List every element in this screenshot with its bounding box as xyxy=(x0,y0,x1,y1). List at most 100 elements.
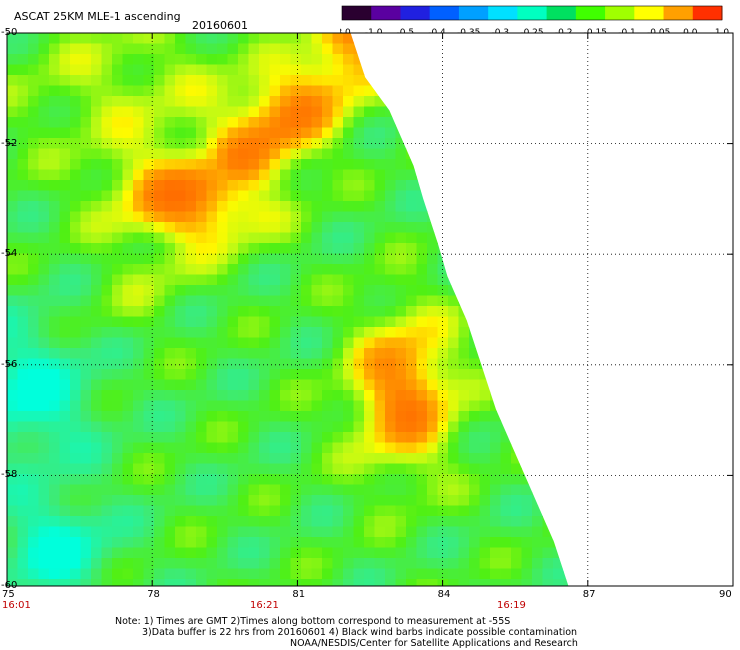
wind-cell xyxy=(175,421,186,433)
wind-cell xyxy=(500,547,512,559)
wind-cell xyxy=(353,274,365,286)
wind-cell xyxy=(101,106,113,118)
wind-cell xyxy=(406,558,417,569)
wind-cell xyxy=(70,537,81,548)
wind-cell xyxy=(227,390,239,401)
wind-cell xyxy=(7,558,18,569)
wind-cell xyxy=(332,316,344,328)
wind-cell xyxy=(353,316,365,328)
wind-cell xyxy=(217,43,228,55)
wind-cell xyxy=(227,463,239,475)
wind-cell xyxy=(175,579,186,586)
wind-cell xyxy=(49,453,60,464)
wind-cell xyxy=(175,33,186,44)
wind-cell xyxy=(227,159,239,170)
wind-cell xyxy=(143,537,155,548)
wind-cell xyxy=(280,442,291,454)
wind-cell xyxy=(353,474,365,485)
wind-cell xyxy=(332,169,344,181)
wind-cell xyxy=(112,411,123,422)
wind-cell xyxy=(448,285,459,296)
wind-cell xyxy=(269,568,281,580)
wind-cell xyxy=(332,148,344,160)
wind-cell xyxy=(290,190,302,202)
wind-cell xyxy=(374,190,386,202)
wind-cell xyxy=(269,33,281,44)
wind-cell xyxy=(112,453,123,464)
wind-cell xyxy=(269,316,281,328)
wind-cell xyxy=(196,180,207,191)
wind-cell xyxy=(133,33,144,44)
wind-cell xyxy=(7,358,18,370)
wind-cell xyxy=(122,421,134,433)
wind-cell xyxy=(143,400,155,412)
wind-cell xyxy=(122,274,134,286)
wind-cell xyxy=(122,106,134,118)
wind-cell xyxy=(70,148,81,160)
wind-cell xyxy=(322,285,333,296)
wind-cell xyxy=(112,526,123,538)
wind-cell xyxy=(49,358,60,370)
wind-cell xyxy=(122,264,134,275)
wind-cell xyxy=(479,537,491,548)
wind-cell xyxy=(122,568,134,580)
wind-cell xyxy=(175,348,186,359)
wind-cell xyxy=(374,442,386,454)
wind-cell xyxy=(343,127,354,139)
wind-cell xyxy=(217,400,228,412)
wind-cell xyxy=(290,211,302,223)
wind-cell xyxy=(385,463,396,475)
wind-cell xyxy=(217,421,228,433)
wind-cell xyxy=(416,232,428,244)
wind-cell xyxy=(175,400,186,412)
wind-cell xyxy=(458,537,470,548)
wind-cell xyxy=(448,411,459,422)
wind-cell xyxy=(532,579,543,586)
wind-cell xyxy=(164,516,176,527)
wind-cell xyxy=(343,390,354,401)
wind-cell xyxy=(70,579,81,586)
wind-cell xyxy=(154,526,165,538)
wind-cell xyxy=(301,547,312,559)
wind-cell xyxy=(259,127,270,139)
wind-cell xyxy=(427,369,438,380)
wind-cell xyxy=(406,505,417,517)
wind-cell xyxy=(91,211,102,223)
wind-cell xyxy=(448,484,459,496)
wind-cell xyxy=(227,327,239,338)
wind-cell xyxy=(227,75,239,86)
wind-cell xyxy=(101,232,113,244)
wind-cell xyxy=(280,306,291,317)
wind-cell xyxy=(469,390,480,401)
wind-cell xyxy=(280,453,291,464)
wind-cell xyxy=(59,285,71,296)
wind-cell xyxy=(374,474,386,485)
wind-cell xyxy=(458,516,470,527)
wind-cell xyxy=(217,474,228,485)
wind-cell xyxy=(490,411,501,422)
wind-cell xyxy=(332,505,344,517)
wind-cell xyxy=(91,547,102,559)
wind-cell xyxy=(217,390,228,401)
wind-cell xyxy=(143,148,155,160)
wind-cell xyxy=(59,190,71,202)
wind-cell xyxy=(7,568,18,580)
wind-cell xyxy=(301,274,312,286)
wind-cell xyxy=(427,568,438,580)
wind-cell xyxy=(490,547,501,559)
wind-cell xyxy=(217,537,228,548)
wind-cell xyxy=(122,547,134,559)
wind-cell xyxy=(301,253,312,265)
wind-cell xyxy=(343,516,354,527)
wind-cell xyxy=(91,579,102,586)
wind-cell xyxy=(217,295,228,307)
wind-cell xyxy=(143,547,155,559)
wind-cell xyxy=(91,306,102,317)
wind-cell xyxy=(416,264,428,275)
wind-cell xyxy=(395,190,407,202)
wind-cell xyxy=(364,106,375,118)
wind-cell xyxy=(49,421,60,433)
wind-cell xyxy=(280,463,291,475)
wind-cell xyxy=(91,526,102,538)
colorbar-swatches xyxy=(341,5,723,21)
